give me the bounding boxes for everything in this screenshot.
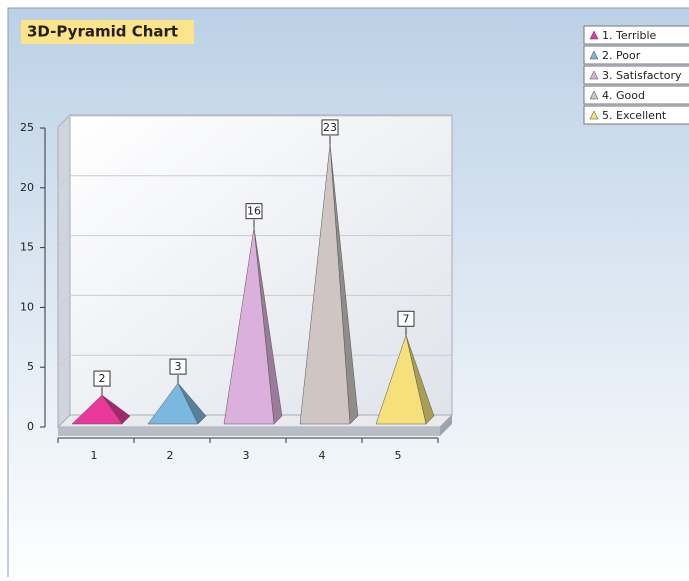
x-tick-label: 5 — [395, 449, 402, 462]
left-wall — [57, 113, 71, 429]
pyramid — [147, 382, 199, 425]
legend-row — [583, 105, 689, 125]
legend-row — [583, 45, 689, 65]
data-label: 2 — [99, 372, 106, 385]
y-tick-label: 15 — [20, 241, 34, 254]
legend-swatch — [589, 70, 599, 80]
title-box — [21, 20, 194, 44]
legend: 1. Terrible 2. Poor 3. Satisfactory 4. Good… — [583, 25, 689, 125]
legend-row — [583, 65, 689, 85]
x-tick-label: 2 — [167, 449, 174, 462]
legend-swatch — [589, 30, 599, 40]
label-box — [93, 370, 111, 387]
y-tick-label: 0 — [27, 420, 34, 433]
legend-label: 3. Satisfactory — [602, 69, 682, 82]
legend-row — [583, 85, 689, 105]
grid-line — [57, 175, 71, 189]
grid-line — [57, 115, 71, 129]
pyramid — [223, 227, 275, 425]
pyramid — [299, 143, 351, 425]
label-box — [321, 119, 339, 136]
legend-label: 1. Terrible — [602, 29, 657, 42]
y-tick-label: 10 — [20, 300, 34, 313]
grid-line — [57, 354, 71, 368]
data-label: 7 — [403, 312, 410, 325]
legend-swatch — [589, 90, 599, 100]
legend-label: 4. Good — [602, 89, 645, 102]
y-tick-label: 25 — [20, 121, 34, 134]
label-box — [169, 358, 187, 375]
legend-row — [583, 25, 689, 45]
y-tick-label: 5 — [27, 360, 34, 373]
y-tick-label: 20 — [20, 181, 34, 194]
floor-side — [440, 415, 452, 436]
data-label: 3 — [175, 360, 182, 373]
x-tick-label: 4 — [319, 449, 326, 462]
data-label: 23 — [323, 121, 337, 134]
pyramid — [71, 394, 123, 425]
floor-edge — [58, 427, 440, 436]
legend-label: 2. Poor — [602, 49, 641, 62]
x-tick-label: 3 — [243, 449, 250, 462]
legend-swatch — [589, 50, 599, 60]
label-box — [245, 203, 263, 220]
grid-line — [57, 295, 71, 308]
grid-line — [57, 235, 71, 248]
chart-title: 3D-Pyramid Chart — [27, 23, 178, 41]
data-label: 16 — [247, 205, 261, 218]
legend-label: 5. Excellent — [602, 109, 667, 122]
pyramid — [375, 334, 427, 425]
x-tick-label: 1 — [91, 449, 98, 462]
legend-swatch — [589, 110, 599, 120]
label-box — [397, 310, 415, 327]
